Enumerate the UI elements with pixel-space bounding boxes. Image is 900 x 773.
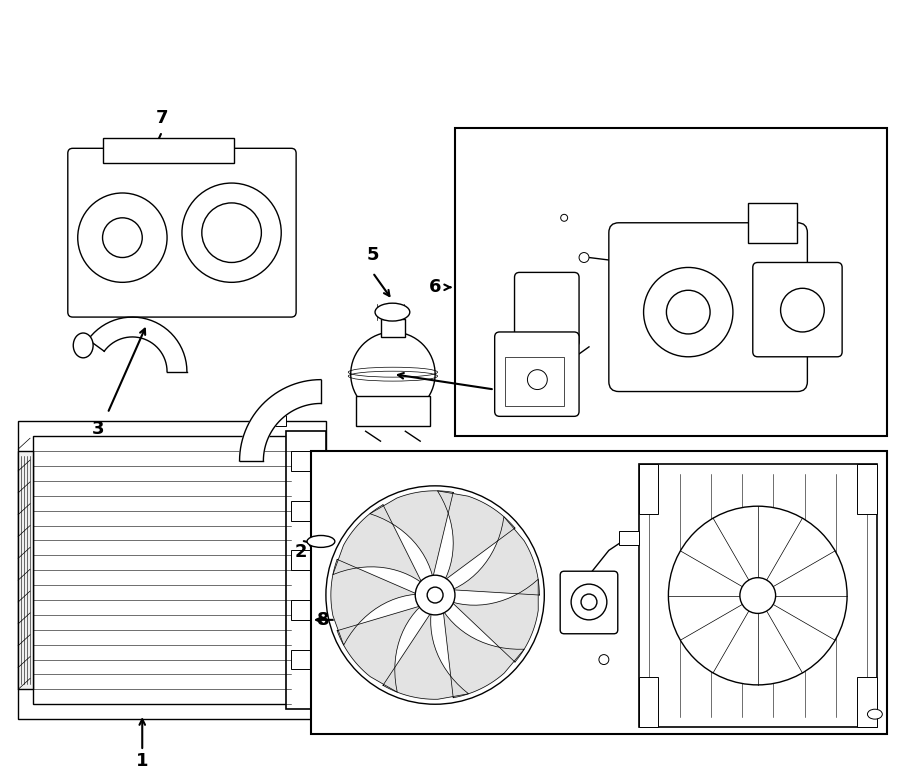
- Text: 2: 2: [295, 543, 307, 561]
- Bar: [639, 464, 877, 727]
- FancyBboxPatch shape: [68, 148, 296, 317]
- FancyBboxPatch shape: [752, 263, 842, 357]
- Bar: [857, 464, 877, 513]
- Bar: [381, 319, 405, 337]
- Text: 3: 3: [91, 421, 104, 438]
- Polygon shape: [239, 380, 321, 461]
- Polygon shape: [452, 516, 539, 595]
- Circle shape: [669, 506, 847, 685]
- Bar: [619, 530, 639, 546]
- Bar: [292, 451, 316, 471]
- Bar: [356, 397, 430, 426]
- Circle shape: [182, 183, 281, 282]
- Circle shape: [202, 203, 261, 263]
- FancyBboxPatch shape: [560, 571, 617, 634]
- Text: 8: 8: [317, 611, 329, 629]
- Text: 1: 1: [136, 752, 149, 770]
- Circle shape: [103, 218, 142, 257]
- Bar: [18, 451, 33, 690]
- Circle shape: [644, 267, 733, 357]
- Circle shape: [561, 214, 568, 221]
- Bar: [455, 128, 886, 436]
- Circle shape: [598, 655, 608, 665]
- Polygon shape: [88, 317, 187, 372]
- Text: 7: 7: [156, 108, 168, 127]
- Bar: [18, 421, 326, 719]
- Bar: [103, 138, 234, 163]
- Bar: [639, 464, 659, 513]
- Polygon shape: [383, 612, 469, 700]
- Circle shape: [527, 369, 547, 390]
- Bar: [639, 677, 659, 727]
- Bar: [292, 600, 316, 620]
- Circle shape: [666, 291, 710, 334]
- FancyBboxPatch shape: [495, 332, 579, 417]
- Ellipse shape: [868, 709, 882, 719]
- Ellipse shape: [351, 332, 435, 417]
- Circle shape: [415, 575, 455, 615]
- Polygon shape: [331, 560, 418, 645]
- Bar: [292, 501, 316, 520]
- Polygon shape: [452, 579, 538, 662]
- Circle shape: [579, 253, 589, 263]
- Bar: [292, 649, 316, 669]
- Bar: [292, 550, 316, 570]
- Bar: [33, 436, 292, 704]
- Bar: [271, 414, 286, 426]
- Circle shape: [572, 584, 607, 620]
- FancyBboxPatch shape: [608, 223, 807, 392]
- Bar: [311, 451, 886, 734]
- Polygon shape: [444, 611, 524, 698]
- Circle shape: [581, 594, 597, 610]
- Circle shape: [77, 193, 167, 282]
- Bar: [505, 357, 564, 407]
- Bar: [748, 203, 797, 243]
- Text: 6: 6: [429, 278, 441, 296]
- Text: 4: 4: [501, 380, 514, 399]
- Polygon shape: [370, 491, 454, 577]
- Circle shape: [428, 587, 443, 603]
- Ellipse shape: [307, 536, 335, 547]
- Ellipse shape: [375, 303, 410, 321]
- Text: 5: 5: [366, 246, 379, 264]
- Circle shape: [780, 288, 824, 332]
- Polygon shape: [333, 505, 422, 583]
- Circle shape: [740, 577, 776, 614]
- FancyBboxPatch shape: [515, 272, 579, 347]
- Polygon shape: [338, 606, 421, 692]
- Polygon shape: [437, 491, 515, 580]
- Circle shape: [326, 486, 544, 704]
- Ellipse shape: [73, 333, 93, 358]
- Bar: [286, 431, 326, 709]
- Bar: [857, 677, 877, 727]
